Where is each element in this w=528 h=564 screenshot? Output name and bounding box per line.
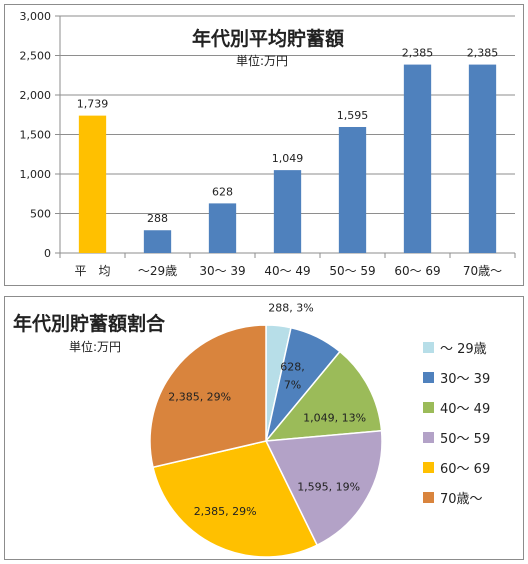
- bar-value-label: 1,595: [337, 109, 369, 122]
- bar: [208, 203, 237, 253]
- bar: [403, 64, 432, 254]
- pie-slice-label: 1,049, 13%: [303, 412, 366, 425]
- legend-swatch: [423, 372, 434, 383]
- pie-slice-label: 2,385, 29%: [194, 505, 257, 518]
- legend-swatch: [423, 492, 434, 503]
- x-tick-label: 60～ 69: [394, 264, 440, 278]
- pie-slice: [264, 350, 383, 442]
- x-tick-label: ～29歳: [138, 264, 177, 278]
- legend-label: 50～ 59: [440, 432, 490, 447]
- y-tick-label: 3,000: [20, 10, 52, 23]
- bar-value-label: 1,739: [77, 98, 109, 111]
- y-tick-label: 1,500: [20, 129, 52, 142]
- pie-slice-label: 628, 7%: [280, 360, 305, 391]
- bar-value-label: 1,049: [272, 152, 304, 165]
- legend-label: 60～ 69: [440, 462, 490, 477]
- legend-swatch: [423, 432, 434, 443]
- y-tick-label: 1,000: [20, 168, 52, 181]
- x-tick-label: 50～ 59: [329, 264, 375, 278]
- x-tick-label: 30～ 39: [199, 264, 245, 278]
- bar: [143, 230, 172, 253]
- pie-slice-label: 1,595, 19%: [297, 480, 360, 493]
- pie-slice-label: 2,385, 29%: [168, 390, 231, 403]
- bar-chart-unit: 単位:万円: [236, 53, 288, 68]
- pie-slice-label: 288, 3%: [268, 302, 313, 315]
- pie-slice: [152, 440, 319, 558]
- pie-chart: 年代別貯蓄額割合 単位:万円 288, 3% 628, 7% 1,049, 13% 1,…: [13, 302, 490, 558]
- pie-chart-unit: 単位:万円: [69, 339, 121, 354]
- x-tick-label: 70歳～: [463, 264, 502, 278]
- legend-swatch: [423, 402, 434, 413]
- legend-swatch: [423, 462, 434, 473]
- bar-chart-title: 年代別平均貯蓄額: [192, 27, 344, 50]
- pie-slice: [264, 429, 383, 547]
- pie-slice: [149, 324, 267, 469]
- legend-label: 30～ 39: [440, 372, 490, 387]
- y-tick-label: 2,500: [20, 50, 52, 63]
- x-tick-label: 40～ 49: [264, 264, 310, 278]
- bar: [468, 64, 497, 254]
- legend-label: 40～ 49: [440, 402, 490, 417]
- legend-swatch: [423, 342, 434, 353]
- bar-value-label: 2,385: [402, 47, 434, 60]
- pie-chart-title: 年代別貯蓄額割合: [13, 312, 166, 335]
- bar: [78, 115, 107, 253]
- bar: [338, 126, 367, 253]
- bar-value-label: 288: [147, 212, 168, 225]
- bar-value-label: 628: [212, 185, 233, 198]
- bar-chart-panel: 0 500 1,000 1,500 2,000 2,500 3,000 1,739 平 均 28…: [4, 4, 524, 286]
- legend-label: ～ 29歳: [440, 342, 487, 357]
- y-tick-label: 500: [30, 208, 51, 221]
- y-tick-label: 0: [44, 247, 51, 260]
- bar: [273, 170, 302, 253]
- pie-chart-panel: 年代別貯蓄額割合 単位:万円 288, 3% 628, 7% 1,049, 13% 1,…: [4, 296, 524, 560]
- bar-chart: 0 500 1,000 1,500 2,000 2,500 3,000 1,739 平 均 28…: [20, 10, 516, 278]
- x-tick-label: 平 均: [74, 264, 110, 278]
- legend-label: 70歳～: [440, 492, 483, 507]
- y-tick-label: 2,000: [20, 89, 52, 102]
- bar-value-label: 2,385: [467, 47, 499, 60]
